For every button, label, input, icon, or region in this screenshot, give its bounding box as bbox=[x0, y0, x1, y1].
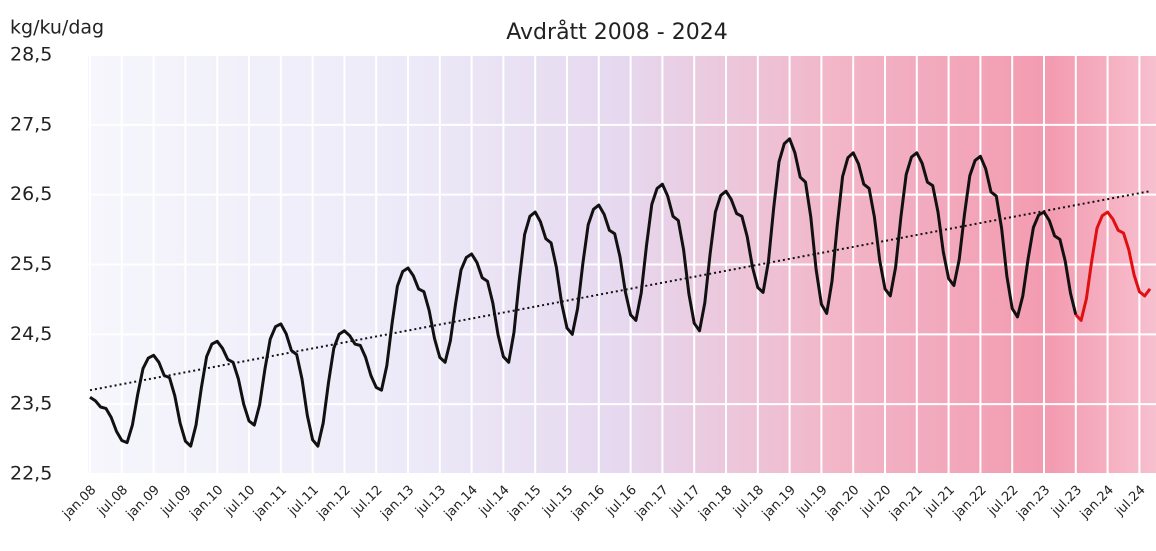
y-tick-label: 23,5 bbox=[10, 393, 52, 415]
data-line bbox=[1074, 210, 1152, 322]
x-tick-label: jan.24 bbox=[1077, 483, 1117, 523]
x-tick-label: jan.11 bbox=[250, 483, 290, 523]
x-tick-label: jan.23 bbox=[1013, 483, 1053, 523]
y-tick-label: 25,5 bbox=[10, 253, 52, 275]
x-tick-label: jan.18 bbox=[695, 483, 735, 523]
x-tick-label: jan.20 bbox=[823, 483, 863, 523]
x-tick-label: jan.14 bbox=[441, 483, 481, 523]
x-tick-label: jan.08 bbox=[59, 483, 99, 523]
y-tick-label: 28,5 bbox=[10, 44, 52, 66]
data-line bbox=[89, 137, 1078, 448]
x-tick-label: jan.12 bbox=[314, 483, 354, 523]
x-tick-label: jan.09 bbox=[123, 483, 163, 523]
x-tick-label: jan.10 bbox=[187, 483, 227, 523]
x-tick-label: jan.17 bbox=[632, 483, 672, 523]
x-tick-label: jan.13 bbox=[377, 483, 417, 523]
x-tick-label: jan.15 bbox=[505, 483, 545, 523]
y-tick-label: 26,5 bbox=[10, 183, 52, 205]
x-tick-label: jan.16 bbox=[568, 483, 608, 523]
y-tick-label: 22,5 bbox=[10, 463, 52, 485]
y-tick-label: 24,5 bbox=[10, 323, 52, 345]
x-tick-label: jan.19 bbox=[759, 483, 799, 523]
y-tick-label: 27,5 bbox=[10, 113, 52, 135]
x-tick-label: jul.24 bbox=[1112, 483, 1149, 520]
chart-title: Avdrått 2008 - 2024 bbox=[506, 19, 727, 45]
x-tick-label: jan.21 bbox=[886, 483, 926, 523]
x-tick-label: jan.22 bbox=[950, 483, 990, 523]
y-axis-label: kg/ku/dag bbox=[10, 17, 104, 39]
